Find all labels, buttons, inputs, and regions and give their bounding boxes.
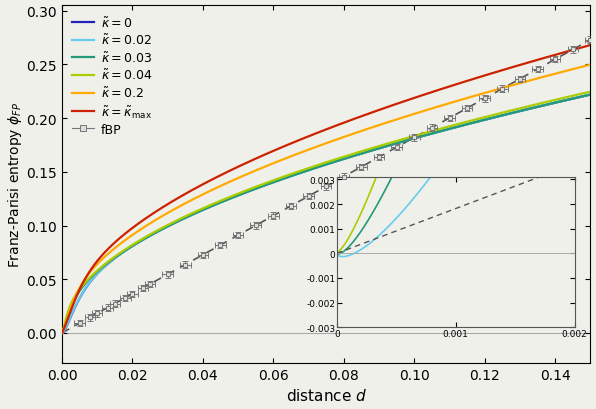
X-axis label: distance $d$: distance $d$ — [285, 387, 367, 403]
Legend: $\tilde{\kappa}=0$, $\tilde{\kappa}=0.02$, $\tilde{\kappa}=0.03$, $\tilde{\kappa: $\tilde{\kappa}=0$, $\tilde{\kappa}=0.02… — [68, 13, 156, 140]
Y-axis label: Franz-Parisi entropy $\phi_{FP}$: Franz-Parisi entropy $\phi_{FP}$ — [5, 102, 24, 267]
